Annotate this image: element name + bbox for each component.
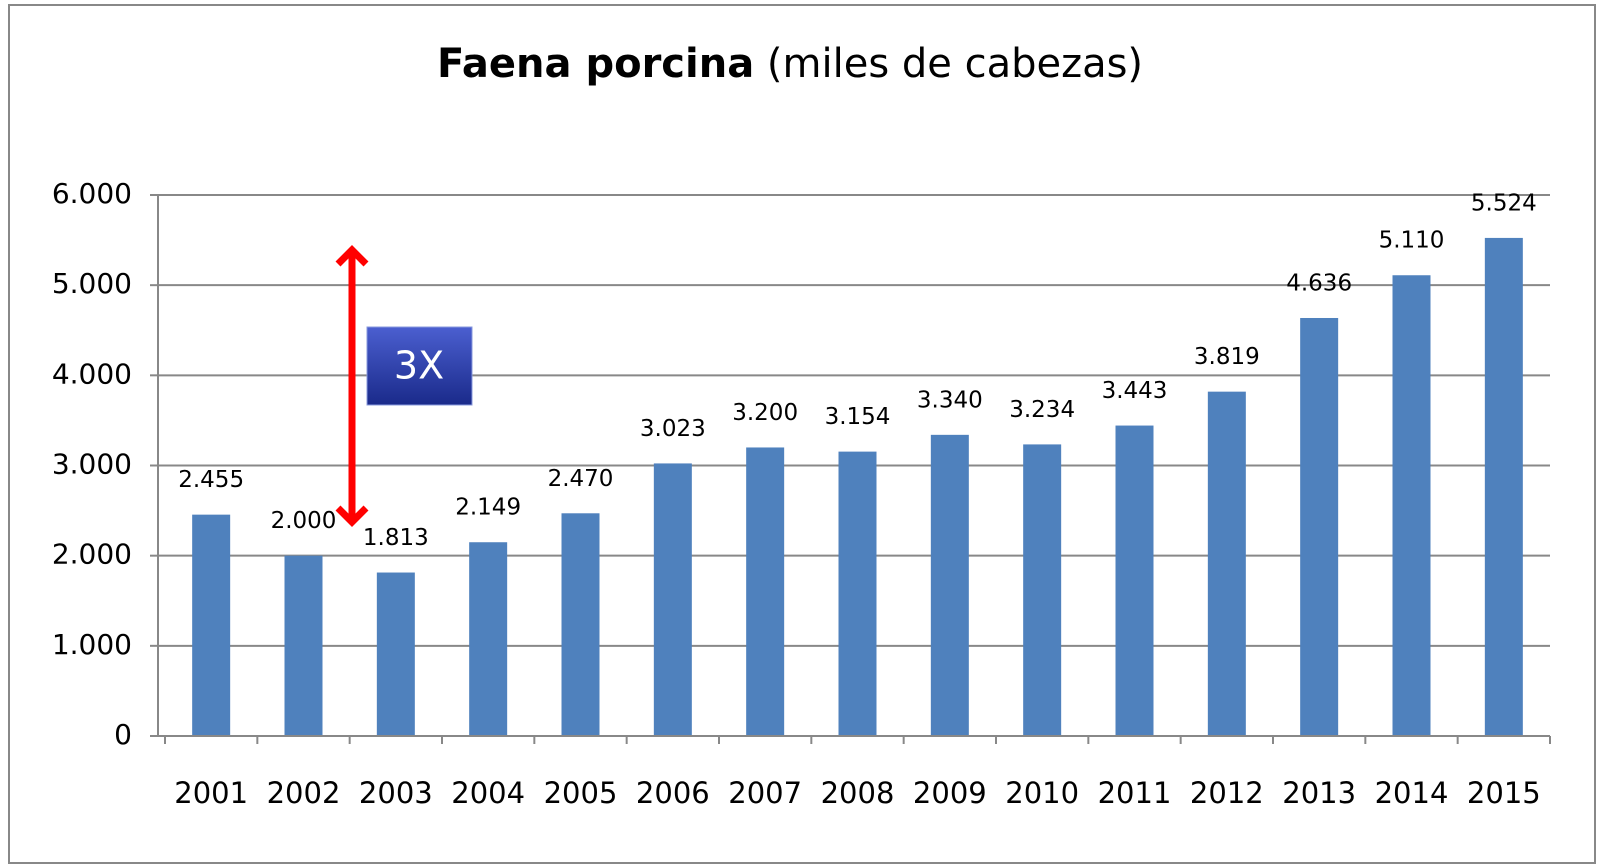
bar (1392, 275, 1431, 736)
x-tick-label: 2009 (913, 776, 987, 810)
plot: 0 1.000 2.000 3.000 4.000 5.000 6.000 2001 2.455… (52, 177, 1551, 810)
y-tick-label: 0 (114, 718, 132, 751)
bar (653, 463, 692, 736)
x-tick-label: 2007 (728, 776, 802, 810)
data-label: 3.443 (1102, 378, 1168, 404)
x-tick-label: 2002 (267, 776, 341, 810)
y-tick-label: 3.000 (52, 448, 132, 481)
bar (284, 555, 323, 736)
data-label: 2.455 (178, 467, 244, 493)
x-tick-label: 2014 (1375, 776, 1449, 810)
x-tick-label: 2004 (451, 776, 525, 810)
x-tick-label: 2008 (821, 776, 895, 810)
bar (930, 434, 969, 736)
chart-title: Faena porcina (miles de cabezas) (437, 41, 1143, 87)
bar (746, 447, 785, 736)
data-label: 3.023 (640, 416, 706, 442)
data-label: 2.000 (271, 508, 337, 534)
y-tick-label: 2.000 (52, 538, 132, 571)
bar (192, 514, 231, 736)
data-label: 4.636 (1286, 270, 1352, 296)
data-label: 3.154 (825, 404, 891, 430)
bar (469, 542, 508, 736)
x-tick-label: 2003 (359, 776, 433, 810)
bar (838, 451, 877, 736)
bar (1115, 425, 1154, 736)
bar (1300, 317, 1339, 736)
bar (1023, 444, 1062, 736)
annotation: 3X (394, 344, 444, 388)
x-tick-label: 2005 (544, 776, 618, 810)
data-label: 2.470 (548, 466, 614, 492)
annotation-box (366, 326, 473, 406)
x-tick-label: 2001 (174, 776, 248, 810)
y-tick-label: 6.000 (52, 177, 132, 210)
x-tick-label: 2010 (1005, 776, 1079, 810)
y-tick-label: 5.000 (52, 267, 132, 300)
x-tick-label: 2012 (1190, 776, 1264, 810)
data-label: 5.110 (1379, 228, 1445, 254)
bar (1207, 391, 1246, 736)
title-bold: Faena porcina (437, 41, 754, 87)
y-tick-label: 4.000 (52, 357, 132, 390)
subtitle: (miles de cabezas) (767, 41, 1143, 87)
chart-border (8, 4, 1596, 864)
data-label: 5.524 (1471, 190, 1537, 216)
x-tick-label: 2011 (1098, 776, 1172, 810)
bar (376, 572, 415, 736)
y-tick-label: 1.000 (52, 628, 132, 661)
data-label: 3.340 (917, 387, 983, 413)
data-label: 3.819 (1194, 344, 1260, 370)
x-tick-label: 2013 (1282, 776, 1356, 810)
data-label: 3.234 (1009, 397, 1075, 423)
data-label: 3.200 (732, 400, 798, 426)
data-label: 1.813 (363, 525, 429, 551)
data-label: 2.149 (455, 495, 521, 521)
x-tick-label: 2015 (1467, 776, 1541, 810)
bar (1484, 237, 1523, 737)
x-tick-label: 2006 (636, 776, 710, 810)
bar (561, 513, 600, 736)
